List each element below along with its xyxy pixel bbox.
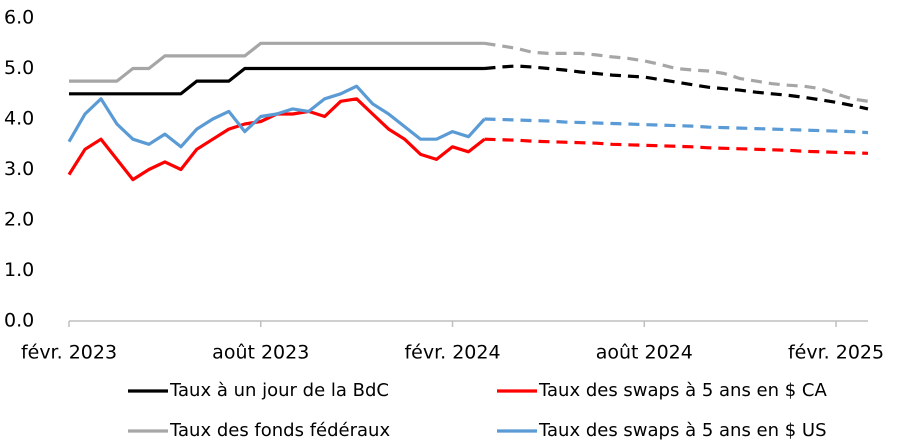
forecast-line	[484, 137, 869, 155]
y-tick-label: 2.0	[4, 209, 34, 231]
line	[67, 84, 486, 149]
legend-label: Taux des swaps à 5 ans en $ CA	[538, 380, 827, 401]
x-tick-label: févr. 2024	[404, 342, 500, 364]
y-tick-label: 3.0	[4, 158, 34, 180]
line	[69, 66, 485, 96]
forecast-line	[484, 117, 869, 135]
x-tick-label: févr. 2023	[21, 342, 117, 364]
forecast-line	[484, 41, 869, 103]
legend-label: Taux des fonds fédéraux	[169, 420, 390, 441]
legend-label: Taux des swaps à 5 ans en $ US	[538, 420, 827, 441]
x-tick-label: août 2023	[212, 342, 309, 364]
legend-label: Taux à un jour de la BdC	[169, 380, 389, 401]
line	[69, 41, 485, 83]
x-tick-label: août 2024	[596, 342, 693, 364]
forecast-line	[484, 64, 869, 111]
y-tick-label: 5.0	[4, 57, 34, 79]
y-tick-label: 6.0	[4, 7, 34, 29]
x-tick-label: févr. 2025	[788, 342, 884, 364]
y-tick-label: 0.0	[4, 310, 34, 332]
y-tick-label: 4.0	[4, 108, 34, 130]
y-tick-label: 1.0	[4, 259, 34, 281]
